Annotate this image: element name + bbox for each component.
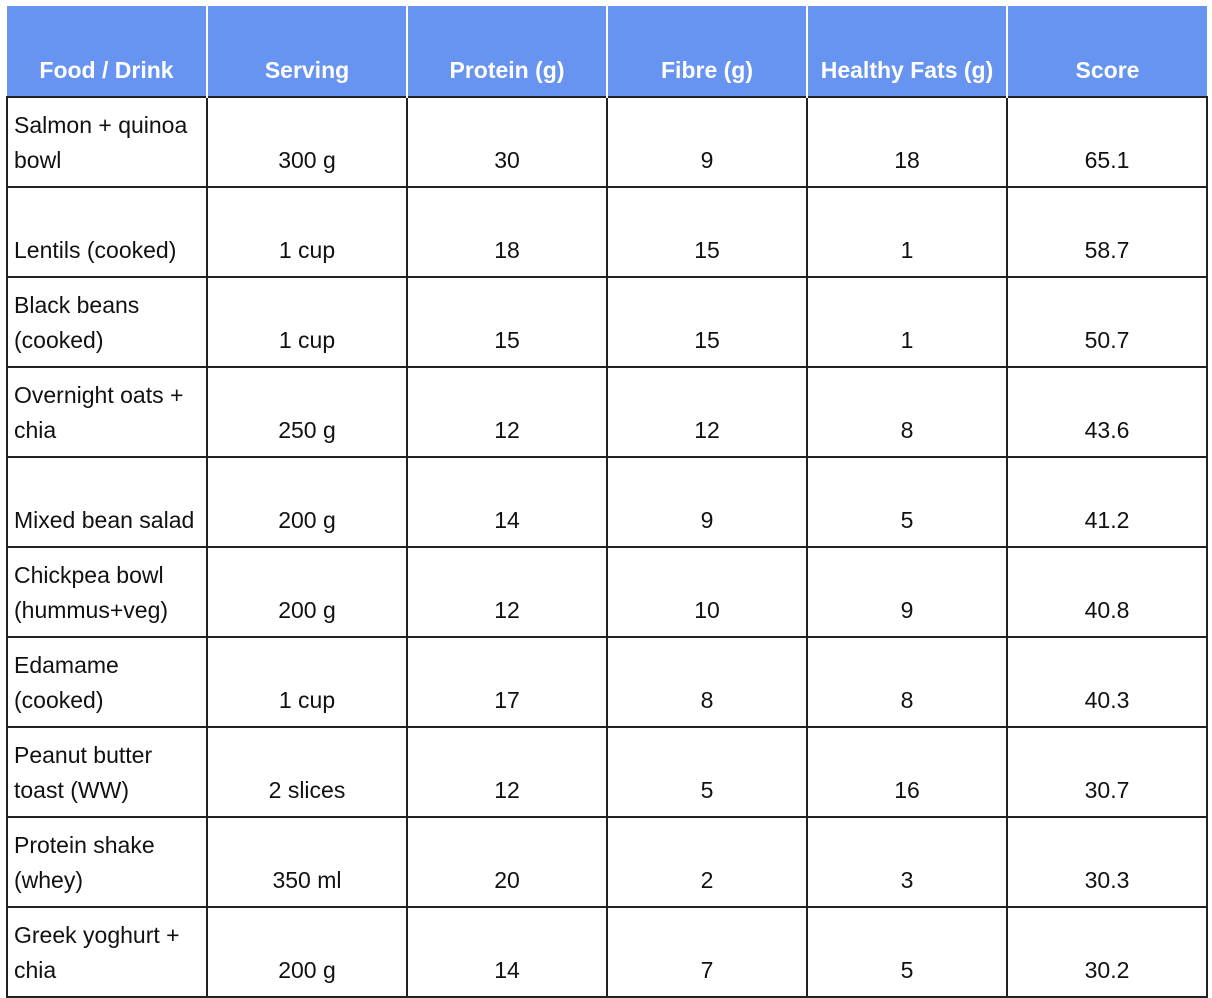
header-row: Food / Drink Serving Protein (g) Fibre (…	[7, 6, 1207, 97]
cell-healthy-fats: 8	[806, 636, 1008, 728]
cell-food: Mixed bean salad	[6, 456, 208, 548]
cell-protein: 18	[406, 186, 608, 278]
cell-protein: 17	[406, 636, 608, 728]
cell-serving: 200 g	[206, 906, 408, 998]
cell-score: 40.3	[1006, 636, 1208, 728]
table-row: Mixed bean salad 200 g 14 9 5 41.2	[6, 456, 1208, 548]
cell-score: 30.2	[1006, 906, 1208, 998]
cell-serving: 200 g	[206, 456, 408, 548]
header-healthy-fats: Healthy Fats (g)	[806, 6, 1008, 97]
cell-fibre: 7	[606, 906, 808, 998]
header-protein: Protein (g)	[406, 6, 608, 97]
header-food: Food / Drink	[7, 6, 208, 97]
cell-food: Protein shake (whey)	[6, 816, 208, 908]
cell-fibre: 9	[606, 96, 808, 188]
table-row: Peanut butter toast (WW) 2 slices 12 5 16 30.…	[6, 726, 1208, 818]
cell-fibre: 10	[606, 546, 808, 638]
cell-food: Overnight oats + chia	[6, 366, 208, 458]
cell-fibre: 5	[606, 726, 808, 818]
cell-serving: 2 slices	[206, 726, 408, 818]
cell-serving: 1 cup	[206, 636, 408, 728]
cell-healthy-fats: 16	[806, 726, 1008, 818]
cell-serving: 250 g	[206, 366, 408, 458]
header-score: Score	[1006, 6, 1207, 97]
header-serving: Serving	[206, 6, 408, 97]
cell-fibre: 2	[606, 816, 808, 908]
cell-protein: 12	[406, 366, 608, 458]
cell-score: 65.1	[1006, 96, 1208, 188]
cell-protein: 12	[406, 726, 608, 818]
table-body: Salmon + quinoa bowl 300 g 30 9 18 65.1 Lentil…	[6, 96, 1208, 998]
cell-serving: 200 g	[206, 546, 408, 638]
header-fibre: Fibre (g)	[606, 6, 808, 97]
cell-food: Chickpea bowl (hummus+veg)	[6, 546, 208, 638]
cell-food: Lentils (cooked)	[6, 186, 208, 278]
cell-healthy-fats: 5	[806, 456, 1008, 548]
cell-protein: 14	[406, 906, 608, 998]
cell-serving: 1 cup	[206, 276, 408, 368]
cell-fibre: 8	[606, 636, 808, 728]
cell-score: 41.2	[1006, 456, 1208, 548]
cell-healthy-fats: 18	[806, 96, 1008, 188]
cell-healthy-fats: 1	[806, 186, 1008, 278]
cell-food: Peanut butter toast (WW)	[6, 726, 208, 818]
cell-healthy-fats: 9	[806, 546, 1008, 638]
cell-score: 43.6	[1006, 366, 1208, 458]
cell-serving: 300 g	[206, 96, 408, 188]
table-row: Overnight oats + chia 250 g 12 12 8 43.6	[6, 366, 1208, 458]
cell-serving: 350 ml	[206, 816, 408, 908]
cell-healthy-fats: 1	[806, 276, 1008, 368]
cell-fibre: 12	[606, 366, 808, 458]
cell-fibre: 9	[606, 456, 808, 548]
table-row: Black beans (cooked) 1 cup 15 15 1 50.7	[6, 276, 1208, 368]
table-row: Greek yoghurt + chia 200 g 14 7 5 30.2	[6, 906, 1208, 998]
cell-protein: 12	[406, 546, 608, 638]
cell-food: Black beans (cooked)	[6, 276, 208, 368]
cell-food: Edamame (cooked)	[6, 636, 208, 728]
table-row: Chickpea bowl (hummus+veg) 200 g 12 10 9 40.8	[6, 546, 1208, 638]
cell-score: 50.7	[1006, 276, 1208, 368]
cell-healthy-fats: 8	[806, 366, 1008, 458]
cell-healthy-fats: 3	[806, 816, 1008, 908]
cell-protein: 15	[406, 276, 608, 368]
cell-score: 58.7	[1006, 186, 1208, 278]
table-row: Salmon + quinoa bowl 300 g 30 9 18 65.1	[6, 96, 1208, 188]
cell-protein: 14	[406, 456, 608, 548]
cell-healthy-fats: 5	[806, 906, 1008, 998]
cell-protein: 20	[406, 816, 608, 908]
nutrition-score-table: Food / Drink Serving Protein (g) Fibre (…	[6, 6, 1208, 998]
cell-food: Salmon + quinoa bowl	[6, 96, 208, 188]
cell-score: 30.3	[1006, 816, 1208, 908]
cell-score: 30.7	[1006, 726, 1208, 818]
cell-score: 40.8	[1006, 546, 1208, 638]
cell-protein: 30	[406, 96, 608, 188]
cell-food: Greek yoghurt + chia	[6, 906, 208, 998]
table-row: Protein shake (whey) 350 ml 20 2 3 30.3	[6, 816, 1208, 908]
cell-fibre: 15	[606, 186, 808, 278]
cell-fibre: 15	[606, 276, 808, 368]
cell-serving: 1 cup	[206, 186, 408, 278]
table-row: Lentils (cooked) 1 cup 18 15 1 58.7	[6, 186, 1208, 278]
table-row: Edamame (cooked) 1 cup 17 8 8 40.3	[6, 636, 1208, 728]
